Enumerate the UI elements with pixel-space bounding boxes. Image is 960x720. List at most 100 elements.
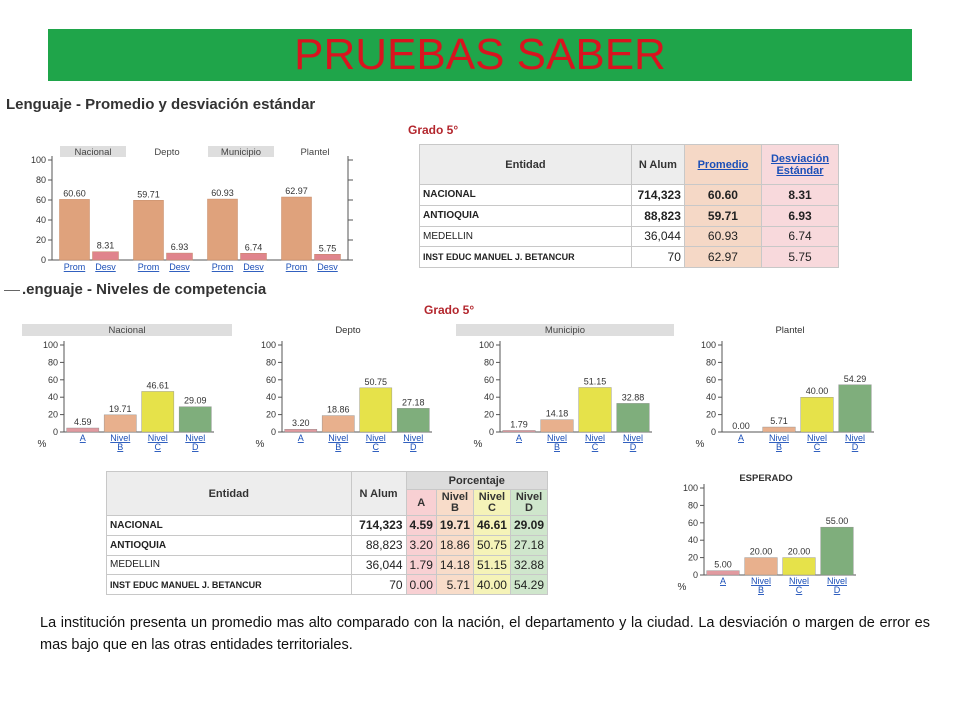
table-row: NACIONAL 714,323 4.59 19.71 46.61 29.09 — [106, 515, 549, 536]
x-tick-label: A — [738, 433, 744, 443]
bar — [616, 403, 650, 433]
group-label: Municipio — [221, 147, 261, 158]
bar — [66, 427, 100, 433]
x-tick-label: Nivel — [827, 576, 847, 586]
y-tick-label: 0 — [711, 427, 716, 437]
x-tick-label: B — [117, 442, 123, 452]
x-tick-label: B — [758, 585, 764, 595]
bar — [133, 200, 164, 261]
bar-value-label: 27.18 — [402, 397, 425, 407]
col-n-alum: N Alum — [630, 144, 685, 185]
bar — [800, 397, 834, 433]
y-axis-label: % — [474, 439, 483, 450]
row-c: 51.15 — [472, 554, 511, 576]
bar — [59, 199, 90, 261]
bar-value-label: 0.00 — [732, 421, 750, 431]
bar-value-label: 19.71 — [109, 404, 132, 414]
col-entidad: Entidad — [106, 471, 352, 516]
row-a: 3.20 — [405, 534, 437, 556]
desviacion-link[interactable]: Desviación Estándar — [770, 152, 830, 177]
x-tick-label: Nivel — [547, 433, 567, 443]
col-n-alum: N Alum — [350, 471, 407, 516]
bar — [359, 387, 393, 433]
bar-value-label: 62.97 — [285, 186, 308, 196]
bar — [578, 387, 612, 433]
x-tick-label: A — [298, 433, 304, 443]
y-tick-label: 20 — [266, 410, 276, 420]
y-tick-label: 20 — [36, 235, 46, 245]
bar-value-label: 5.00 — [714, 560, 732, 570]
x-tick-label: A — [80, 433, 86, 443]
y-tick-label: 20 — [484, 410, 494, 420]
y-tick-label: 80 — [706, 357, 716, 367]
table-niveles: Entidad N Alum Porcentaje A Nivel B Nive… — [106, 471, 549, 595]
table-row: NACIONAL 714,323 60.60 8.31 — [419, 184, 839, 206]
bar — [540, 419, 574, 433]
y-tick-label: 40 — [688, 535, 698, 545]
x-tick-label: Nivel — [751, 576, 771, 586]
row-n: 88,823 — [350, 534, 407, 556]
x-tick-label: D — [192, 442, 199, 452]
row-desv: 8.31 — [761, 184, 839, 206]
row-n: 70 — [630, 246, 685, 268]
row-prom: 59.71 — [683, 204, 763, 227]
row-n: 88,823 — [630, 204, 685, 227]
x-tick-label: D — [630, 442, 637, 452]
section-title-promedio: Lenguaje - Promedio y desviación estánda… — [6, 96, 316, 113]
x-tick-label: Nivel — [148, 433, 168, 443]
table-row: ANTIOQUIA 88,823 59.71 6.93 — [419, 204, 839, 227]
chart-title-band — [456, 324, 674, 336]
group-band — [60, 146, 126, 157]
x-tick-label: D — [834, 585, 841, 595]
x-tick-label: Nivel — [585, 433, 605, 443]
bar — [706, 570, 740, 576]
promedio-link[interactable]: Promedio — [697, 158, 749, 171]
bar — [103, 414, 137, 433]
bar-value-label: 29.09 — [184, 396, 207, 406]
x-tick-label: Nivel — [366, 433, 386, 443]
y-axis-label: % — [678, 582, 687, 593]
x-tick-label: Desv — [317, 262, 338, 272]
y-tick-label: 20 — [688, 553, 698, 563]
x-tick-label: Nivel — [807, 433, 827, 443]
chart-title: Municipio — [545, 325, 585, 336]
bar-value-label: 4.59 — [74, 417, 92, 427]
x-tick-label: C — [592, 442, 599, 452]
y-tick-label: 100 — [261, 340, 276, 350]
bar-value-label: 14.18 — [546, 409, 569, 419]
bar-value-label: 3.20 — [292, 418, 310, 428]
bar — [141, 391, 175, 433]
bar-value-label: 59.71 — [137, 189, 160, 199]
bar-value-label: 46.61 — [146, 380, 169, 390]
bar — [396, 408, 430, 433]
x-tick-label: D — [852, 442, 859, 452]
x-tick-label: Nivel — [110, 433, 130, 443]
y-axis-label: % — [256, 439, 265, 450]
x-tick-label: Desv — [169, 262, 190, 272]
table-row: MEDELLIN 36,044 60.93 6.74 — [419, 225, 839, 248]
x-tick-label: Nivel — [845, 433, 865, 443]
chart-title: Nacional — [109, 325, 146, 336]
y-tick-label: 60 — [484, 375, 494, 385]
y-tick-label: 0 — [693, 570, 698, 580]
bar-value-label: 60.60 — [63, 188, 86, 198]
grado-label-2: Grado 5° — [424, 303, 475, 317]
bar — [284, 429, 318, 433]
y-tick-label: 80 — [484, 357, 494, 367]
col-a: A — [405, 489, 437, 516]
bar-value-label: 1.79 — [510, 419, 528, 429]
col-desviacion: Desviación Estándar — [761, 144, 839, 185]
row-b: 19.71 — [435, 515, 474, 536]
y-tick-label: 40 — [36, 215, 46, 225]
bar-value-label: 40.00 — [806, 386, 829, 396]
y-tick-label: 100 — [43, 340, 58, 350]
x-tick-label: Nivel — [623, 433, 643, 443]
table-row: INST EDUC MANUEL J. BETANCUR 70 0.00 5.7… — [106, 574, 549, 595]
x-tick-label: Desv — [243, 262, 264, 272]
row-c: 46.61 — [472, 515, 511, 536]
col-promedio: Promedio — [683, 144, 763, 185]
y-tick-label: 40 — [706, 392, 716, 402]
table-promedio: Entidad N Alum Promedio Desviación Están… — [419, 144, 839, 268]
x-tick-label: D — [410, 442, 417, 452]
